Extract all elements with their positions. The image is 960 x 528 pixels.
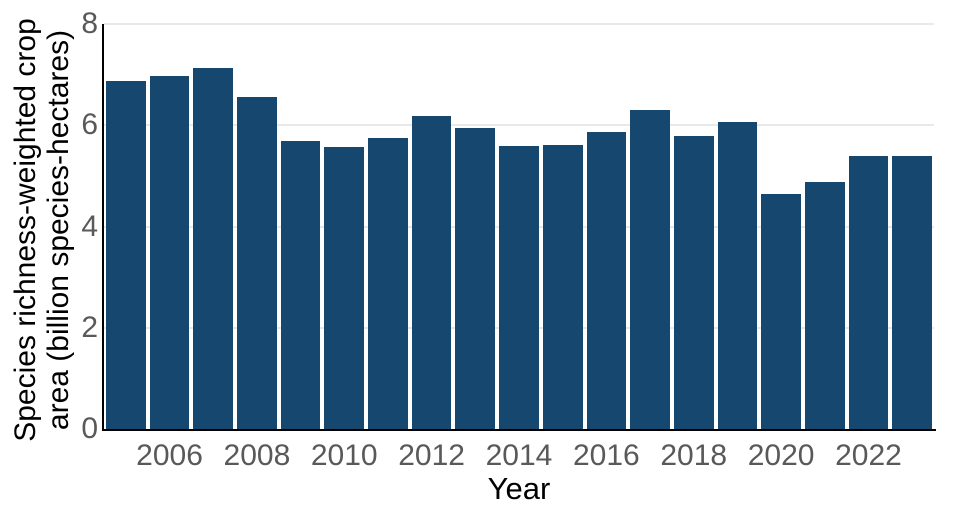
y-tick-label-8: 8 [81,7,98,40]
bar-2013 [455,128,496,429]
bar-2015 [542,145,583,429]
x-tick-label-2014: 2014 [485,439,553,472]
bar-2010 [324,147,365,429]
x-axis-title: Year [487,471,551,506]
bar-2023 [892,155,932,429]
bar-2016 [586,131,627,429]
bar-2005 [106,81,146,429]
plot-area [102,23,936,431]
bar-2006 [149,76,190,429]
bar-2009 [280,140,321,429]
bar-2017 [630,110,670,429]
bar-2018 [673,136,714,429]
y-tick-label-6: 6 [81,108,98,142]
bar-2020 [761,193,801,429]
x-tick-label-2016: 2016 [572,439,640,472]
y-tick-label-4: 4 [81,209,98,243]
bar-2022 [848,155,889,429]
x-tick-label-2020: 2020 [747,439,815,472]
bar-2014 [499,146,539,429]
x-tick-label-2022: 2022 [835,439,902,472]
x-tick-label-2018: 2018 [660,439,728,472]
y-tick-label-0: 0 [81,412,98,445]
bar-2008 [237,96,277,429]
y-tick-label-2: 2 [81,310,98,344]
x-tick-label-2012: 2012 [398,439,465,472]
x-tick-label-2010: 2010 [310,439,378,472]
bar-2011 [368,138,408,429]
x-tick-label-2008: 2008 [223,439,291,472]
bar-2021 [804,182,845,429]
bar-2012 [411,116,452,429]
x-axis-line [102,429,936,431]
gridline-8 [104,23,934,25]
x-tick-label-2006: 2006 [136,439,203,472]
bar-2007 [193,67,234,429]
bar-2019 [717,122,758,429]
y-axis-title-line-1: Species richness-weighted crop [9,18,42,442]
y-axis-line [102,24,104,430]
